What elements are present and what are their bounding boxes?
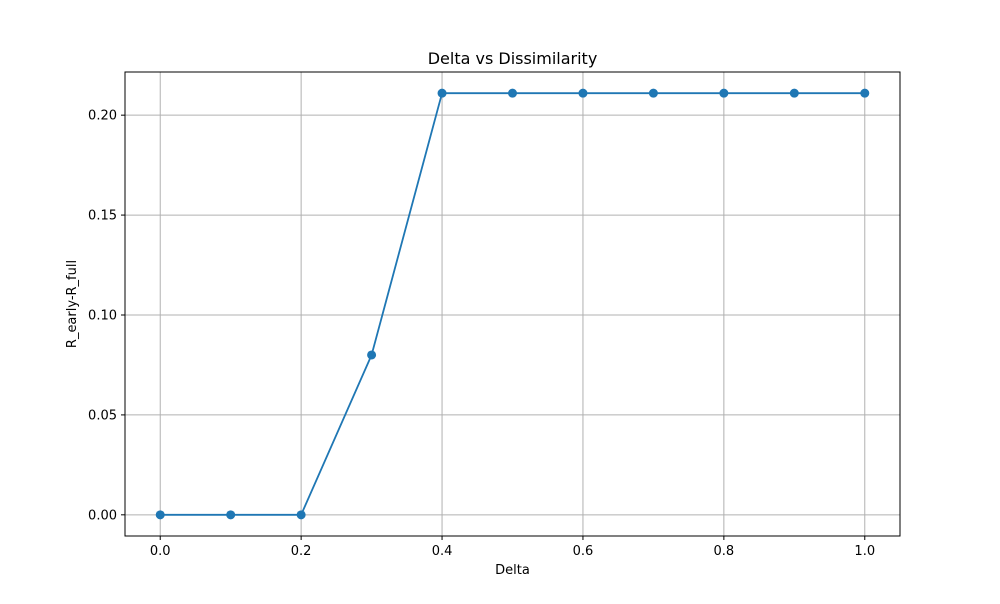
data-point bbox=[860, 88, 870, 98]
x-axis-label: Delta bbox=[495, 563, 530, 578]
y-tick-label: 0.00 bbox=[88, 508, 117, 523]
data-point bbox=[437, 88, 447, 98]
data-point bbox=[719, 88, 729, 98]
x-tick-label: 0.2 bbox=[291, 544, 312, 559]
x-tick-label: 0.4 bbox=[432, 544, 453, 559]
series-layer bbox=[155, 88, 870, 520]
data-point bbox=[648, 88, 658, 98]
y-tick-label: 0.10 bbox=[88, 308, 117, 323]
y-axis-label: R_early-R_full bbox=[65, 260, 80, 348]
x-tick-label: 0.6 bbox=[573, 544, 594, 559]
data-point bbox=[578, 88, 588, 98]
x-tick-label: 0.8 bbox=[714, 544, 735, 559]
y-tick-label: 0.15 bbox=[88, 209, 117, 224]
data-point bbox=[508, 88, 517, 98]
y-tick-label: 0.05 bbox=[88, 408, 117, 423]
data-point bbox=[789, 88, 799, 98]
x-tick-label: 0.0 bbox=[150, 544, 171, 559]
data-point bbox=[155, 510, 165, 520]
chart-title: Delta vs Dissimilarity bbox=[428, 49, 598, 68]
data-point bbox=[367, 350, 377, 360]
plot-frame bbox=[124, 71, 901, 537]
y-tick-label: 0.20 bbox=[88, 109, 117, 124]
data-point bbox=[296, 510, 306, 520]
ticks: 0.0 0.2 0.4 0.6 0.8 1.0 0.00 0.05 0.10 0.15 0.20 bbox=[88, 109, 875, 559]
x-tick-label: 1.0 bbox=[854, 544, 875, 559]
data-point bbox=[226, 510, 236, 520]
